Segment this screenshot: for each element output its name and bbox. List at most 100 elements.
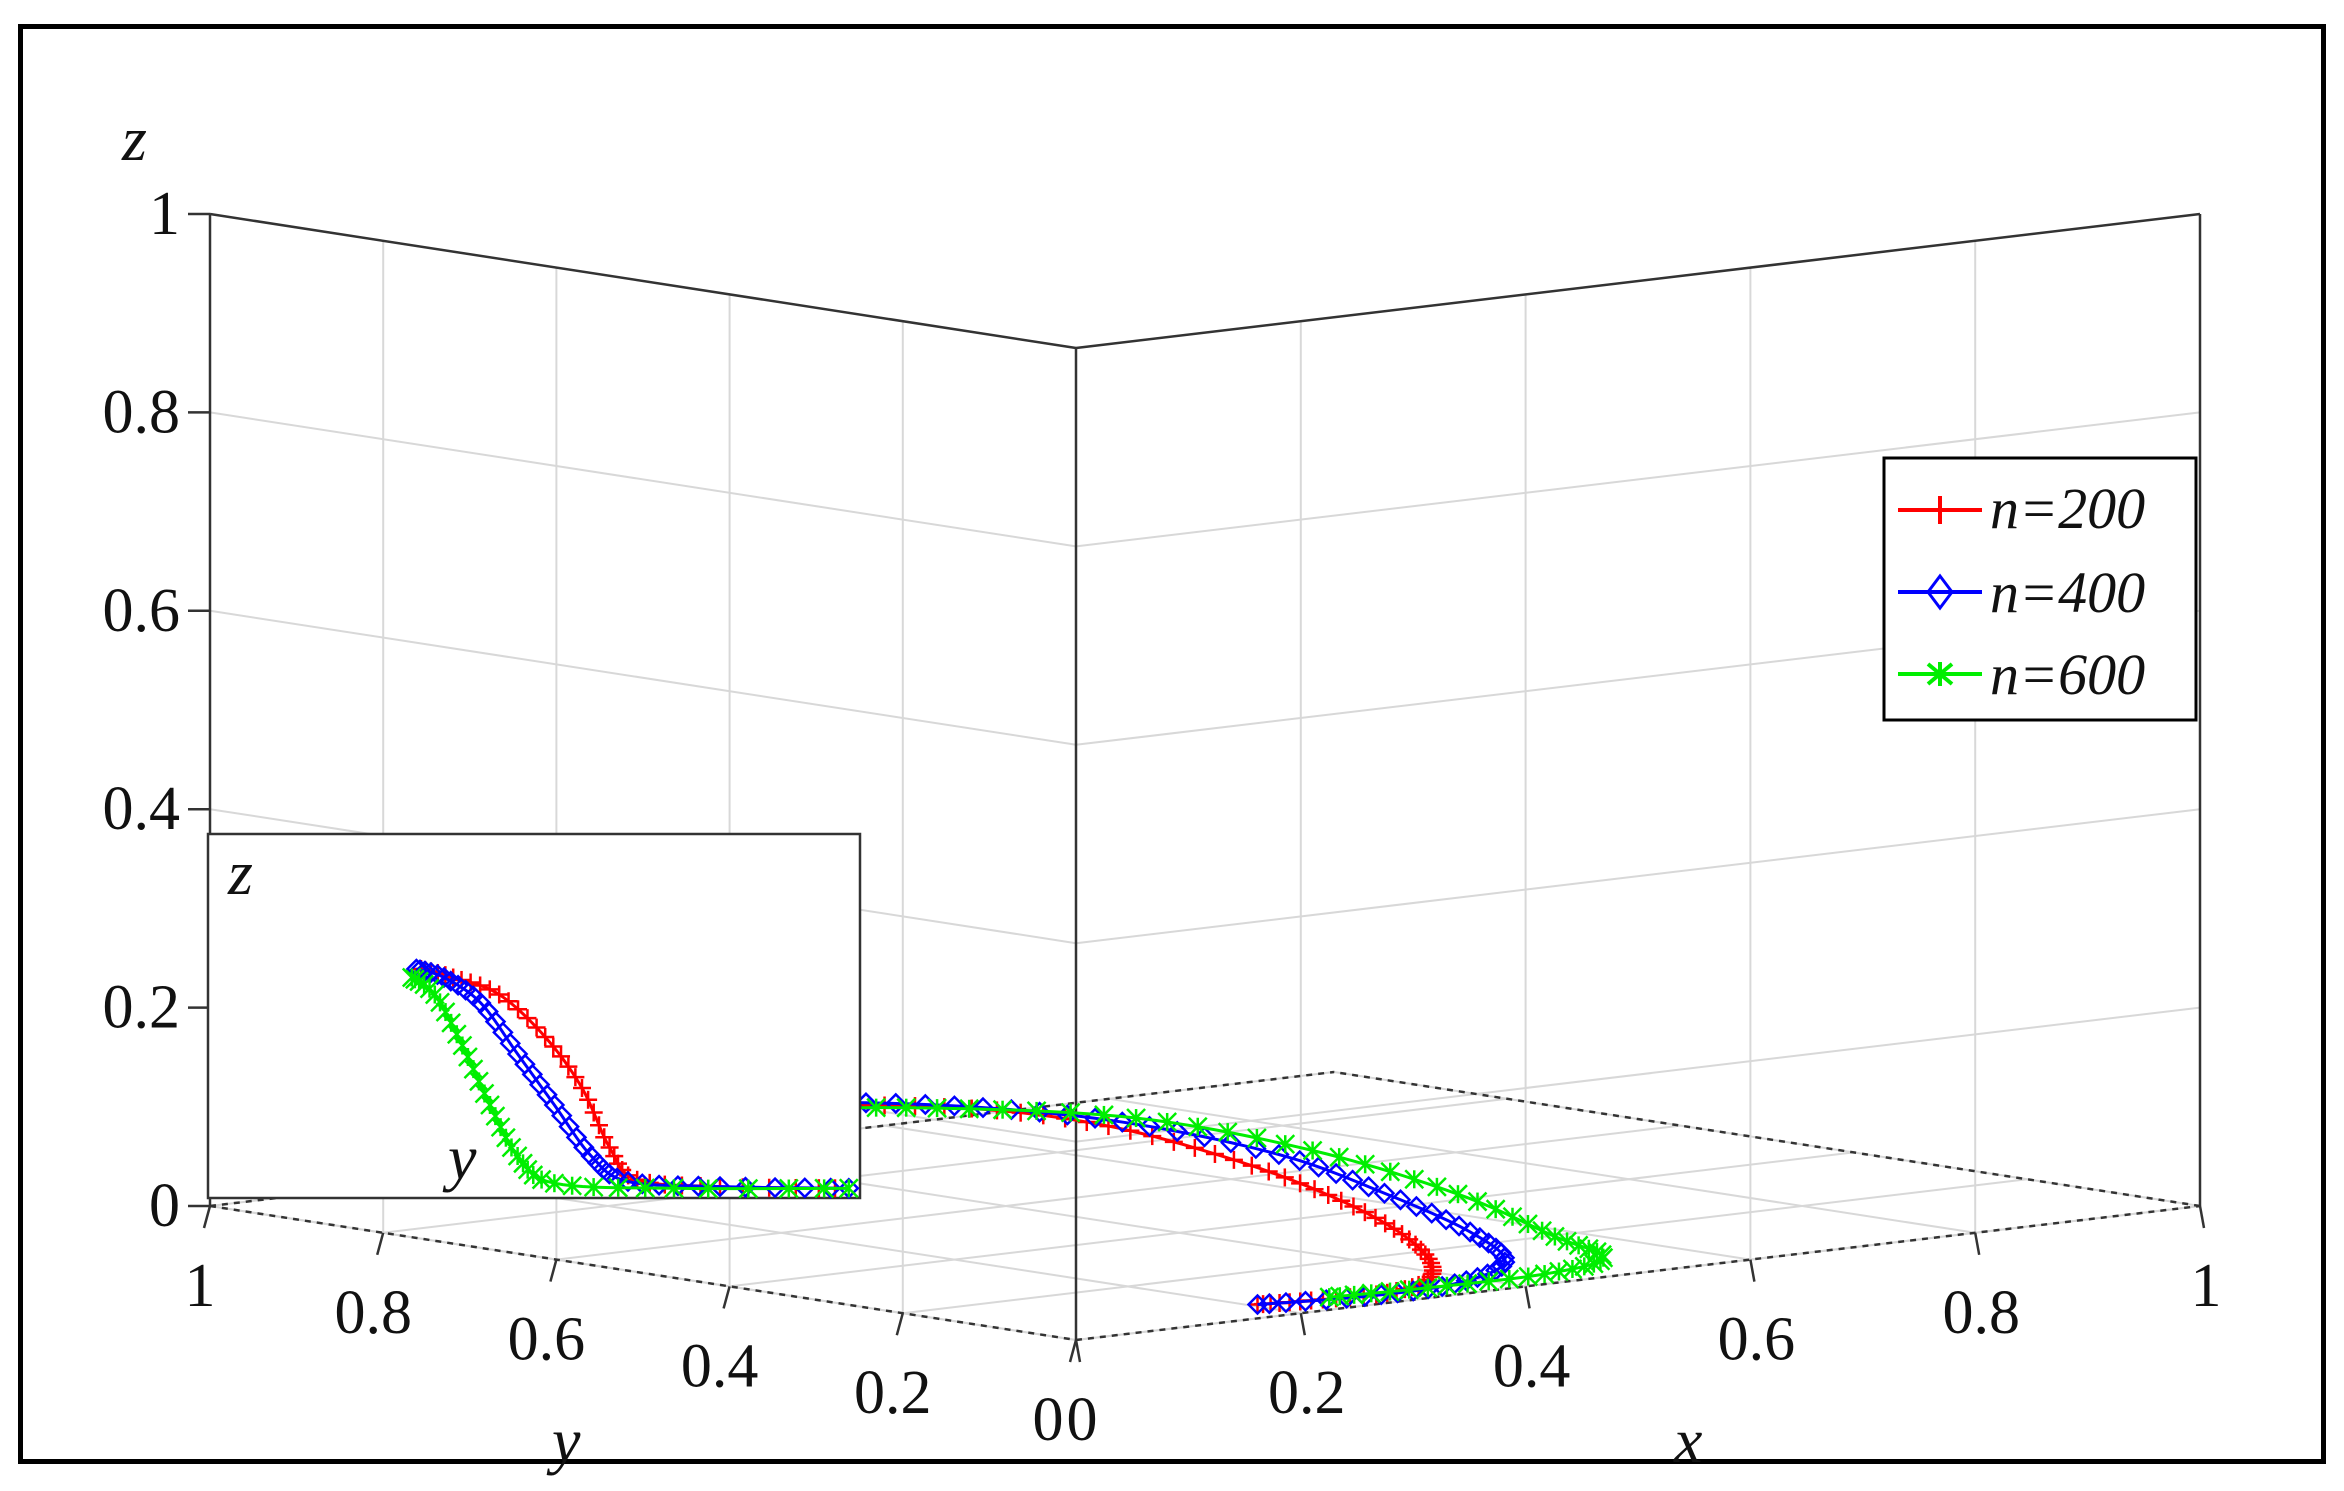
series-point-n600-52: [1355, 1154, 1376, 1175]
box-floor-left-back: [209, 1204, 1077, 1342]
series-point-n200-84: [1419, 1249, 1438, 1268]
series-point-n600-44: [1247, 1128, 1267, 1148]
y-tick-mark-1: [895, 1312, 905, 1336]
inset-point-n600-48: [531, 1169, 552, 1190]
series-point-n600-22: [896, 1097, 917, 1118]
series-point-n400-36: [1111, 1111, 1134, 1133]
series-point-n400-24: [943, 1095, 966, 1117]
series-point-n400-68: [1435, 1208, 1457, 1231]
series-point-n200-64: [1344, 1197, 1363, 1216]
series-point-n400-70: [1448, 1215, 1470, 1237]
series-point-n400-26: [972, 1096, 994, 1119]
inset-point-n600-50: [544, 1173, 565, 1194]
series-point-n600-68: [1518, 1214, 1538, 1234]
legend-label-n600: n=600: [1990, 642, 2145, 707]
inset-point-n400-76: [794, 1177, 816, 1199]
z-tick-0: 0: [149, 1172, 180, 1240]
inset-point-n200-26: [518, 1009, 537, 1028]
x-tick-4: 0.8: [1942, 1279, 2020, 1347]
z-tick-1: 0.2: [103, 974, 181, 1042]
inset-point-n200-16: [471, 976, 490, 995]
series-point-n200-46: [1205, 1144, 1224, 1163]
series-point-n600-56: [1404, 1169, 1425, 1190]
tick-labels: 00.20.40.60.810.20.40.60.810 0.2 0.4 0.6 0.8…: [103, 180, 2222, 1454]
series-point-n400-54: [1325, 1162, 1347, 1185]
inset-point-n200-28: [527, 1018, 546, 1037]
legend-entry-n600: n=600: [1898, 642, 2145, 707]
series-point-n600-104: [1457, 1273, 1478, 1294]
grid-floor-x-1: [434, 1178, 1301, 1315]
series-point-n200-48: [1224, 1150, 1243, 1169]
inset-point-n400-62: [631, 1173, 654, 1195]
inset-point-n600-64: [738, 1178, 759, 1199]
box-floor-front-x: [1333, 1070, 2201, 1208]
x-tick-mark-3: [1749, 1259, 1756, 1282]
series-point-n600-40: [1187, 1116, 1208, 1137]
series-point-n600-58: [1427, 1176, 1447, 1197]
z-axis-label: z: [121, 103, 147, 174]
inset-series-n600: [401, 967, 859, 1199]
legend-entry-n400: n=400: [1898, 560, 2145, 625]
inset-point-n200-30: [536, 1028, 555, 1046]
series-point-n600-30: [1026, 1101, 1047, 1121]
series-point-n600-72: [1545, 1226, 1565, 1247]
series-point-n200-54: [1275, 1168, 1294, 1187]
series-point-n400-86: [1491, 1255, 1513, 1278]
series-point-n400-62: [1389, 1189, 1412, 1211]
series-point-n600-28: [992, 1099, 1013, 1120]
x-tick-mark-5: [2198, 1205, 2206, 1229]
legend: n=200 n=400 n=600: [1882, 456, 2198, 722]
x-tick-0: 0: [1067, 1386, 1098, 1454]
series-point-n600-46: [1275, 1134, 1296, 1155]
grid-wally-h-4: [1075, 411, 2201, 548]
inset-point-n400-66: [667, 1175, 689, 1197]
inset-point-n400-60: [617, 1170, 639, 1193]
series-point-n600-70: [1532, 1220, 1552, 1241]
legend-marker-n400: [1926, 573, 1954, 611]
inset-point-n200-18: [480, 980, 499, 999]
legend-label-n200: n=200: [1990, 476, 2145, 541]
grid-wally-h-1: [1075, 1006, 2201, 1143]
grid-wallx-h-4: [209, 411, 1077, 548]
series-point-n600-54: [1380, 1161, 1401, 1182]
series-point-n200-62: [1332, 1191, 1351, 1210]
series-point-n200-68: [1366, 1208, 1385, 1227]
series-point-n600-24: [927, 1098, 947, 1119]
inset-point-n200-50: [600, 1138, 619, 1157]
series-point-n200-40: [1143, 1127, 1162, 1146]
inset-point-n200-52: [605, 1147, 624, 1166]
x-axis-label: x: [1673, 1405, 1702, 1476]
series-point-n400-20: [885, 1092, 907, 1115]
series-point-n600-120: [1319, 1287, 1340, 1308]
y-tick-mark-5: [202, 1205, 212, 1229]
box-floor-right-back: [1075, 1204, 2201, 1342]
grid-floor-y-3: [556, 1124, 1681, 1261]
x-tick-2: 0.4: [1493, 1332, 1571, 1400]
grid-wally-h-2: [1075, 808, 2201, 945]
z-tick-2: 0.4: [103, 775, 181, 843]
series-point-n600-96: [1534, 1264, 1555, 1284]
series-point-n200-52: [1259, 1162, 1278, 1181]
grid-wallx-h-3: [209, 609, 1077, 746]
series-point-n600-26: [959, 1098, 980, 1119]
series-point-n400-74: [1469, 1226, 1491, 1249]
inset-point-n200-34: [552, 1047, 571, 1066]
inset-box: [206, 832, 862, 1200]
series-point-n600-50: [1329, 1147, 1350, 1168]
x-tick-1: 0.2: [1268, 1359, 1346, 1427]
inset-point-n600-56: [608, 1177, 629, 1198]
series-point-n600-38: [1157, 1112, 1178, 1132]
x-tick-mark-4: [1973, 1232, 1981, 1256]
series-point-n400-60: [1373, 1182, 1396, 1205]
series-point-n200-56: [1291, 1174, 1310, 1193]
inset-point-n200-20: [490, 985, 509, 1004]
inset-point-n200-38: [566, 1068, 585, 1087]
series-point-n400-72: [1459, 1221, 1481, 1243]
inset-point-n200-48: [595, 1128, 614, 1147]
legend-marker-n200: [1926, 496, 1954, 524]
y-tick-mark-4: [375, 1232, 385, 1256]
inset-point-n600-60: [664, 1178, 684, 1199]
series-point-n600-108: [1417, 1277, 1438, 1298]
inset-point-n600-66: [778, 1178, 799, 1199]
series-point-n400-82: [1493, 1246, 1516, 1269]
